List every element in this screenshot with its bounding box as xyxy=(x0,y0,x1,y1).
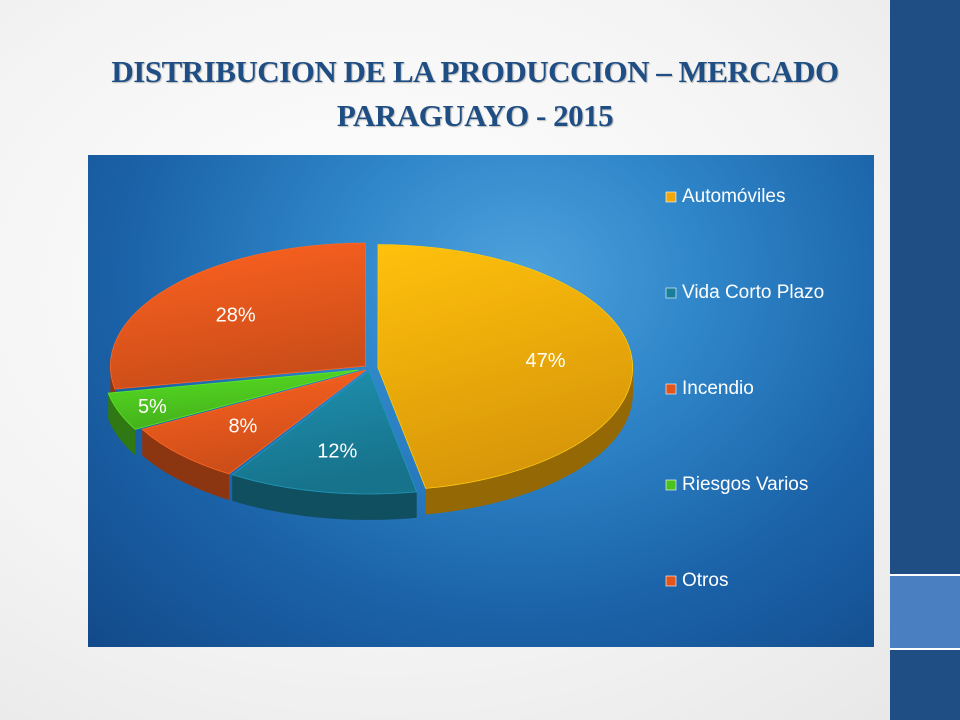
pie-slice-incendio xyxy=(141,369,366,475)
side-divider xyxy=(890,574,960,576)
legend-entry: Automóviles xyxy=(682,186,786,207)
data-label: 47% xyxy=(525,350,565,372)
legend-entry: Riesgos Varios xyxy=(682,474,808,495)
legend-swatch xyxy=(665,479,677,491)
data-label: 12% xyxy=(317,441,357,463)
pie-chart-svg: 47% 12% 8% 5% 28% Automóviles Vida Corto Plazo… xyxy=(107,186,824,591)
pie-slice-riesgos-varios xyxy=(107,369,359,430)
pie-chart: 47% 12% 8% 5% 28% Automóviles Vida Corto Plazo… xyxy=(88,155,874,647)
data-label: 5% xyxy=(138,396,167,418)
legend: Automóviles Vida Corto Plazo Incendio Riesg… xyxy=(665,186,824,591)
slide-title: DISTRIBUCION DE LA PRODUCCION – MERCADO … xyxy=(60,50,890,138)
legend-swatch xyxy=(665,383,677,395)
side-divider xyxy=(890,648,960,650)
legend-entry: Vida Corto Plazo xyxy=(682,282,824,303)
pie-slice-side xyxy=(108,393,136,456)
data-label: 28% xyxy=(216,304,256,326)
legend-swatch xyxy=(665,575,677,587)
pie-slice-otros xyxy=(110,242,366,390)
pie-slice-vida-corto-plazo xyxy=(231,370,418,495)
legend-entry: Otros xyxy=(682,570,728,591)
side-accent xyxy=(890,576,960,648)
pie-slice-side xyxy=(142,429,229,500)
legend-swatch xyxy=(665,191,677,203)
slide-title-line-2: PARAGUAYO - 2015 xyxy=(336,98,614,133)
pie-slice-side xyxy=(425,368,633,515)
data-label: 8% xyxy=(228,416,257,438)
slide-title-line-1: DISTRIBUCION DE LA PRODUCCION – MERCADO xyxy=(111,54,839,89)
legend-entry: Incendio xyxy=(682,378,754,399)
legend-swatch xyxy=(665,287,677,299)
pie-slice-autom-viles xyxy=(377,244,634,489)
